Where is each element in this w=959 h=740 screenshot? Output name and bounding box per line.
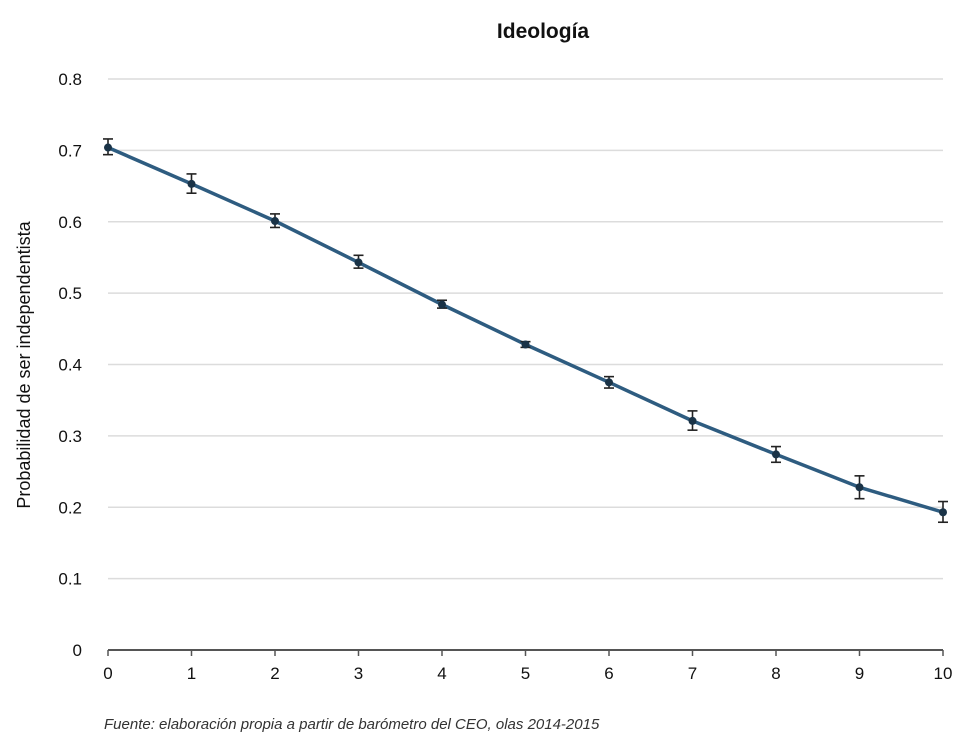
y-tick-label: 0.4 xyxy=(58,356,82,375)
y-tick-label: 0.8 xyxy=(58,70,82,89)
x-tick-labels: 0 1 2 3 4 5 6 7 8 9 10 xyxy=(103,664,952,683)
error-bars xyxy=(103,138,948,524)
x-tick-label: 9 xyxy=(855,664,864,683)
grid xyxy=(108,78,943,580)
data-point xyxy=(438,300,446,309)
data-point xyxy=(605,378,613,387)
x-tick-label: 3 xyxy=(354,664,363,683)
markers xyxy=(104,143,947,517)
data-point xyxy=(187,179,196,188)
x-tick-label: 8 xyxy=(771,664,780,683)
series-line-group xyxy=(107,145,944,514)
x-tick-label: 0 xyxy=(103,664,112,683)
data-point xyxy=(939,508,947,517)
source-note: Fuente: elaboración propia a partir de b… xyxy=(104,716,600,733)
x-tick-label: 7 xyxy=(688,664,697,683)
data-point xyxy=(104,143,112,152)
y-tick-label: 0.7 xyxy=(58,141,82,160)
x-tick-label: 4 xyxy=(437,664,446,683)
x-tick-label: 6 xyxy=(604,664,613,683)
data-point xyxy=(354,258,363,267)
x-tick-label: 2 xyxy=(270,664,279,683)
y-tick-label: 0.1 xyxy=(58,570,82,589)
y-tick-label: 0.5 xyxy=(58,284,82,303)
y-tick-label: 0.3 xyxy=(58,427,82,446)
x-tick-label: 5 xyxy=(521,664,530,683)
data-point xyxy=(521,340,530,349)
data-point xyxy=(772,450,780,459)
y-tick-label: 0 xyxy=(73,641,82,660)
y-tick-label: 0.2 xyxy=(58,498,82,517)
x-tick-label: 1 xyxy=(187,664,196,683)
x-axis xyxy=(107,649,944,656)
data-point xyxy=(688,416,697,425)
data-point xyxy=(855,483,864,492)
y-axis-label: Probabilidad de ser independentista xyxy=(14,220,34,508)
y-axis: 0 0.1 0.2 0.3 0.4 0.5 0.6 0.7 0.8 xyxy=(58,70,82,660)
chart-title: Ideología xyxy=(497,20,589,43)
x-tick-label: 10 xyxy=(934,664,953,683)
y-tick-label: 0.6 xyxy=(58,213,82,232)
series-line xyxy=(107,145,944,514)
data-point xyxy=(271,217,279,226)
